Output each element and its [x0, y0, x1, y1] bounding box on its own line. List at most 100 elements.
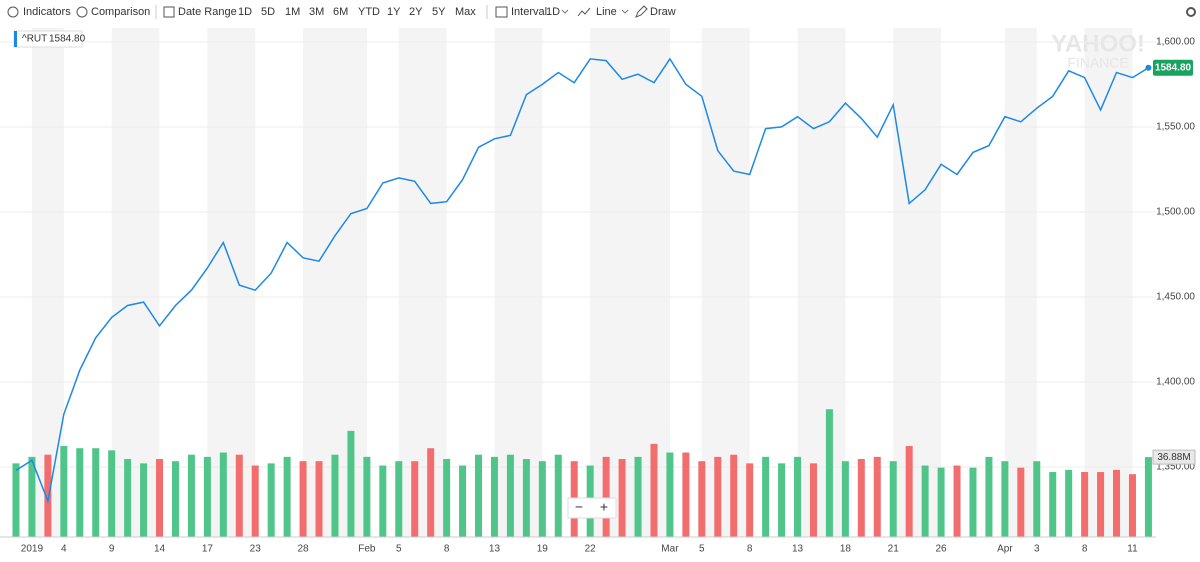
volume-bar: [395, 461, 403, 537]
stripe: [207, 28, 256, 537]
volume-bar: [267, 463, 275, 537]
volume-bar: [730, 454, 738, 537]
volume-bar: [1128, 474, 1136, 537]
volume-bar: [794, 456, 802, 537]
range-button[interactable]: 3M: [309, 6, 324, 18]
zoom-out[interactable]: −: [575, 499, 583, 515]
volume-bar: [809, 463, 817, 537]
volume-bar: [108, 450, 116, 537]
x-tick-label: 4: [61, 544, 67, 555]
x-tick-label: 5: [699, 544, 705, 555]
volume-bar: [969, 467, 977, 537]
y-tick-label: 1,500.00: [1156, 207, 1195, 218]
volume-bar: [841, 461, 849, 537]
volume-bar: [825, 409, 833, 537]
volume-bar: [762, 456, 770, 537]
x-tick-label: 2019: [21, 544, 44, 555]
volume-bar: [156, 459, 164, 537]
volume-bar: [1001, 461, 1009, 537]
volume-tag-label: 36.88M: [1157, 452, 1190, 463]
volume-bar: [251, 465, 259, 537]
volume-bar: [12, 463, 20, 537]
volume-bar: [203, 456, 211, 537]
volume-bar: [92, 448, 100, 537]
x-tick-label: 21: [888, 544, 900, 555]
volume-bar: [714, 456, 722, 537]
date-range-button[interactable]: Date Range: [178, 6, 237, 18]
volume-bar: [602, 456, 610, 537]
volume-bar: [140, 463, 148, 537]
volume-bar: [506, 454, 514, 537]
range-button[interactable]: 5D: [261, 6, 275, 18]
legend-swatch: [14, 31, 17, 47]
draw-button[interactable]: Draw: [650, 6, 676, 18]
stripe: [0, 28, 32, 537]
volume-bar: [475, 454, 483, 537]
stripe: [797, 28, 846, 537]
zoom-controls: − +: [567, 497, 617, 519]
interval-button[interactable]: Interval: [511, 6, 547, 18]
volume-bar: [379, 465, 387, 537]
stripe: [1004, 28, 1037, 537]
range-button[interactable]: 5Y: [432, 6, 446, 18]
price-tag: [1153, 59, 1193, 76]
volume-bar: [347, 430, 355, 537]
x-tick-label: 28: [298, 544, 310, 555]
stripe: [1084, 28, 1133, 537]
interval-value[interactable]: 1D: [546, 6, 560, 18]
x-tick-label: 17: [202, 544, 214, 555]
volume-bar: [1017, 467, 1025, 537]
y-tick-label: 1,450.00: [1156, 292, 1195, 303]
volume-bar: [921, 465, 929, 537]
volume-bar: [522, 459, 530, 537]
volume-bar: [634, 456, 642, 537]
indicators-button[interactable]: Indicators: [23, 6, 71, 18]
x-tick-label: 9: [109, 544, 115, 555]
line-button[interactable]: Line: [596, 6, 617, 18]
comparison-button[interactable]: Comparison: [91, 6, 150, 18]
line-icon: [577, 7, 591, 17]
volume-bar: [682, 452, 690, 537]
y-tick-label: 1,550.00: [1156, 122, 1195, 133]
price-line: [15, 57, 1149, 504]
y-tick-label: 1,350.00: [1156, 462, 1195, 473]
range-button[interactable]: 1D: [238, 6, 252, 18]
volume-bar: [1081, 472, 1089, 537]
volume-bar: [331, 454, 339, 537]
background-stripes: [0, 28, 1133, 537]
x-tick-label: 14: [154, 544, 166, 555]
range-button[interactable]: 2Y: [409, 6, 423, 18]
x-tick-label: 18: [840, 544, 852, 555]
volume-bar: [443, 459, 451, 537]
x-tick-label: 23: [250, 544, 262, 555]
range-button[interactable]: 6M: [333, 6, 348, 18]
range-button[interactable]: Max: [455, 6, 476, 18]
range-button[interactable]: 1M: [285, 6, 300, 18]
settings-button[interactable]: [1186, 7, 1196, 17]
volume-bar: [937, 467, 945, 537]
volume-bar: [299, 461, 307, 537]
volume-bar: [235, 454, 243, 537]
volume-tag: [1152, 449, 1196, 465]
range-button[interactable]: 1Y: [387, 6, 401, 18]
toolbar: Indicators Comparison Date Range 1D 5D 1…: [7, 5, 1196, 19]
volume-bar: [490, 456, 498, 537]
price-tag-label: 1584.80: [1155, 62, 1192, 73]
x-tick-label: Mar: [661, 544, 679, 555]
volume-bar: [219, 452, 227, 537]
range-button[interactable]: YTD: [358, 6, 380, 18]
y-tick-label: 1,600.00: [1156, 37, 1195, 48]
zoom-in[interactable]: +: [600, 499, 608, 515]
volume-bar: [1049, 472, 1057, 537]
stripe: [111, 28, 160, 537]
volume-bar: [1113, 469, 1121, 537]
x-tick-label: 26: [936, 544, 948, 555]
volume-bar: [554, 454, 562, 537]
x-tick-label: 8: [444, 544, 450, 555]
volume-bar: [28, 456, 36, 537]
volume-bar: [857, 459, 865, 537]
volume-bar: [953, 465, 961, 537]
volume-bar: [873, 456, 881, 537]
volume-bar: [283, 456, 291, 537]
interval-icon: [495, 6, 508, 18]
